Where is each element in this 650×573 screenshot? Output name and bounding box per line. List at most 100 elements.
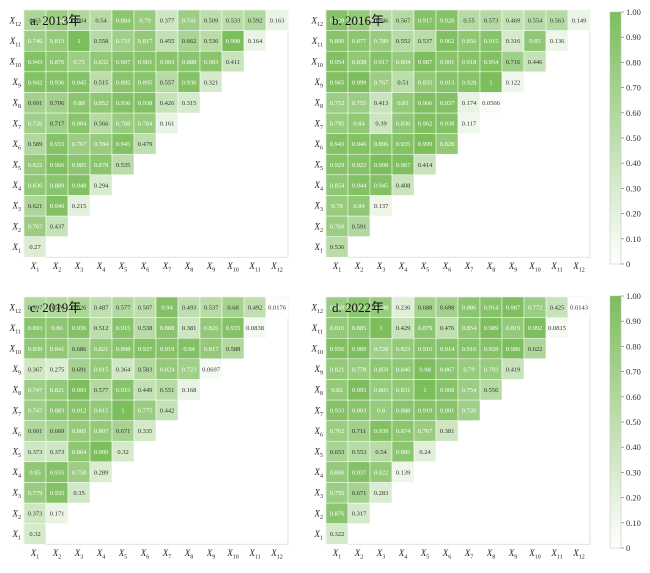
colorbar-tick-label: 0.10 [626, 518, 641, 528]
cell-value-label: 0.767 [28, 224, 43, 231]
cell-value-label: 0.425 [550, 305, 565, 312]
cell-value-label: 0.899 [330, 38, 345, 45]
cell-value-label: 0.728 [374, 346, 389, 353]
cell-value-label: 0.917 [418, 18, 433, 25]
x-tick-label: X6 [442, 548, 452, 561]
panel-title: b. 2016年 [332, 13, 384, 28]
x-tick-label: X3 [74, 261, 84, 274]
cell-value-label: 0.803 [374, 387, 389, 394]
cell-value-label: 0.0176 [268, 305, 287, 312]
cell-value-label: 0.884 [116, 18, 131, 25]
cell-value-label: 0.289 [94, 469, 109, 476]
panel-title: c. 2019年 [30, 300, 81, 315]
cell-value-label: 0.762 [330, 428, 345, 435]
cell-value-label: 0.507 [138, 305, 153, 312]
cell-value-label: 0.626 [72, 305, 87, 312]
cell-value-label: 0.479 [138, 141, 153, 148]
cell-value-label: 0.935 [50, 469, 65, 476]
cell-value-label: 0.88 [73, 100, 84, 107]
cell-value-label: 0.515 [94, 79, 109, 86]
cell-value-label: 0.965 [330, 79, 345, 86]
x-tick-label: X4 [96, 261, 106, 274]
cell-value-label: 0.94 [183, 346, 195, 353]
cell-value-label: 0.576 [50, 305, 65, 312]
cell-value-label: 0.117 [462, 121, 477, 128]
x-tick-label: X4 [96, 548, 106, 561]
y-tick-label: X10 [311, 344, 324, 357]
y-tick-label: X9 [12, 77, 22, 90]
cell-value-label: 0.846 [396, 366, 411, 373]
y-tick-label: X10 [311, 57, 324, 70]
cell-value-label: 0.823 [396, 346, 411, 353]
y-tick-label: X2 [12, 221, 22, 234]
y-tick-label: X4 [314, 467, 324, 480]
cell-value-label: 0.804 [396, 59, 411, 66]
cell-value-label: 0.885 [72, 162, 87, 169]
x-tick-label: X6 [140, 548, 150, 561]
x-tick-label: X11 [248, 261, 260, 274]
cell-value-label: 0.215 [72, 203, 87, 210]
cell-value-label: 0.747 [28, 387, 43, 394]
y-tick-label: X2 [314, 221, 324, 234]
cell-value-label: 0.789 [374, 38, 389, 45]
colorbar-gradient [609, 295, 622, 549]
cell-value-label: 0.686 [72, 346, 87, 353]
cell-value-label: 0.533 [226, 18, 241, 25]
cell-value-label: 0.967 [396, 162, 411, 169]
cell-value-label: 0.449 [138, 387, 153, 394]
cell-value-label: 0.556 [484, 387, 499, 394]
colorbar-tick-label: 0.30 [626, 467, 641, 477]
colorbar-tick-label: 0.20 [626, 493, 641, 503]
cell-value-label: 0.779 [28, 490, 43, 497]
cell-value-label: 0.321 [204, 79, 219, 86]
cell-value-label: 0.917 [374, 59, 389, 66]
cell-value-label: 0.429 [396, 325, 411, 332]
cell-value-label: 0.819 [506, 325, 521, 332]
y-tick-label: X12 [9, 15, 22, 28]
heat-cell [567, 296, 591, 318]
cell-value-label: 0.999 [94, 449, 109, 456]
cell-value-label: 0.962 [418, 121, 433, 128]
cell-value-label: 0.949 [50, 203, 65, 210]
cell-value-label: 0.75 [73, 59, 84, 66]
cell-value-label: 0.933 [50, 141, 65, 148]
colorbar-tick-label: 0.20 [626, 209, 641, 219]
cell-value-label: 0.174 [462, 100, 477, 107]
cell-value-label: 0.51 [397, 79, 408, 86]
cell-value-label: 0.577 [116, 305, 131, 312]
x-tick-label: X12 [270, 261, 283, 274]
cell-value-label: 0.726 [28, 121, 43, 128]
cell-value-label: 0.688 [418, 305, 433, 312]
cell-value-label: 0.879 [352, 305, 367, 312]
cell-value-label: 0.583 [138, 366, 153, 373]
colorbar-tick-label: 0.40 [626, 442, 641, 452]
cell-value-label: 0.901 [440, 408, 455, 415]
cell-value-label: 0.236 [396, 305, 411, 312]
cell-value-label: 0.826 [204, 325, 219, 332]
cell-value-label: 0.986 [506, 346, 521, 353]
cell-value-label: 0.8 [377, 408, 385, 415]
cell-value-label: 0.275 [50, 366, 65, 373]
cell-value-label: 0.987 [418, 59, 433, 66]
x-tick-label: X8 [184, 261, 194, 274]
cell-value-label: 0.904 [72, 121, 87, 128]
cell-value-label: 0.877 [352, 38, 367, 45]
cell-value-label: 0.381 [440, 428, 455, 435]
cell-value-label: 0.907 [116, 59, 131, 66]
cell-value-label: 0.54 [375, 449, 387, 456]
y-tick-label: X9 [12, 364, 22, 377]
cell-value-label: 0.956 [330, 346, 345, 353]
cell-value-label: 0.364 [116, 366, 131, 373]
y-tick-label: X4 [12, 467, 22, 480]
cell-value-label: 0.669 [50, 428, 65, 435]
x-tick-label: X9 [508, 548, 518, 561]
cell-value-label: 0.916 [462, 346, 477, 353]
cell-value-label: 0.373 [28, 449, 43, 456]
cell-value-label: 0.878 [94, 162, 109, 169]
y-tick-label: X7 [314, 405, 324, 418]
y-tick-label: X2 [314, 508, 324, 521]
x-tick-label: X11 [550, 548, 562, 561]
colorbar-tick-label: 0.50 [626, 133, 641, 143]
y-tick-label: X4 [314, 180, 324, 193]
y-tick-label: X9 [314, 77, 324, 90]
